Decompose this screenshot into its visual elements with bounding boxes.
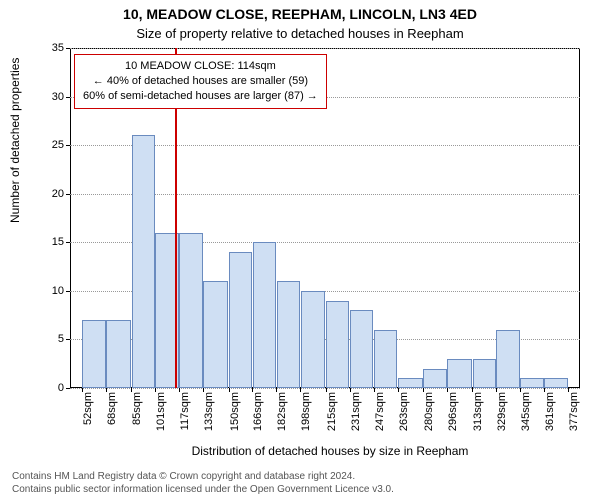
histogram-bar: [398, 378, 423, 388]
x-tick-label: 263sqm: [398, 392, 410, 431]
annotation-line: 60% of semi-detached houses are larger (…: [83, 89, 318, 104]
x-tick-label: 52sqm: [82, 392, 94, 425]
x-tick-label: 345sqm: [520, 392, 532, 431]
y-tick-label: 25: [52, 139, 64, 151]
histogram-bar: [82, 320, 105, 388]
footnote-line1: Contains HM Land Registry data © Crown c…: [12, 470, 590, 483]
x-tick-label: 296sqm: [447, 392, 459, 431]
x-tick-label: 215sqm: [326, 392, 338, 431]
y-tick-label: 10: [52, 285, 64, 297]
chart-container: 10, MEADOW CLOSE, REEPHAM, LINCOLN, LN3 …: [0, 0, 600, 500]
footnote-line2: Contains public sector information licen…: [12, 483, 590, 496]
y-tick-mark: [66, 242, 70, 243]
y-tick-mark: [66, 388, 70, 389]
y-tick-label: 15: [52, 236, 64, 248]
histogram-bar: [326, 301, 349, 388]
chart-subtitle: Size of property relative to detached ho…: [0, 26, 600, 41]
histogram-bar: [132, 135, 155, 388]
y-tick-label: 35: [52, 42, 64, 54]
chart-title: 10, MEADOW CLOSE, REEPHAM, LINCOLN, LN3 …: [0, 6, 600, 22]
x-tick-label: 166sqm: [252, 392, 264, 431]
histogram-bar: [277, 281, 300, 388]
annotation-line: ← 40% of detached houses are smaller (59…: [83, 74, 318, 89]
y-tick-label: 20: [52, 188, 64, 200]
x-tick-label: 247sqm: [374, 392, 386, 431]
histogram-bar: [301, 291, 326, 388]
x-tick-label: 231sqm: [350, 392, 362, 431]
x-tick-label: 101sqm: [155, 392, 167, 431]
x-tick-label: 313sqm: [472, 392, 484, 431]
histogram-bar: [203, 281, 228, 388]
histogram-bar: [253, 242, 276, 388]
x-tick-label: 280sqm: [423, 392, 435, 431]
x-tick-label: 361sqm: [544, 392, 556, 431]
x-tick-label: 68sqm: [106, 392, 118, 425]
histogram-bar: [374, 330, 397, 388]
x-tick-label: 117sqm: [179, 392, 191, 430]
histogram-bar: [520, 378, 543, 388]
footnote: Contains HM Land Registry data © Crown c…: [12, 470, 590, 496]
histogram-bar: [423, 369, 446, 388]
y-tick-mark: [66, 194, 70, 195]
x-tick-label: 85sqm: [131, 392, 143, 425]
x-tick-label: 198sqm: [300, 392, 312, 431]
histogram-bar: [447, 359, 472, 388]
x-tick-label: 182sqm: [276, 392, 288, 431]
histogram-bar: [229, 252, 252, 388]
y-tick-label: 5: [58, 333, 64, 345]
histogram-bar: [350, 310, 373, 388]
y-tick-mark: [66, 339, 70, 340]
x-axis-label: Distribution of detached houses by size …: [70, 444, 590, 458]
y-tick-mark: [66, 97, 70, 98]
histogram-bar: [179, 233, 202, 388]
histogram-bar: [544, 378, 567, 388]
x-tick-label: 133sqm: [203, 392, 215, 431]
y-tick-mark: [66, 48, 70, 49]
annotation-line: 10 MEADOW CLOSE: 114sqm: [83, 59, 318, 74]
y-tick-mark: [66, 145, 70, 146]
y-axis-label: Number of detached properties: [8, 58, 22, 223]
histogram-bar: [496, 330, 519, 388]
y-tick-mark: [66, 291, 70, 292]
histogram-bar: [106, 320, 131, 388]
x-tick-label: 377sqm: [568, 392, 580, 431]
gridline: [70, 48, 580, 49]
x-tick-label: 150sqm: [229, 392, 241, 431]
y-tick-label: 0: [58, 382, 64, 394]
annotation-box: 10 MEADOW CLOSE: 114sqm← 40% of detached…: [74, 54, 327, 109]
plot-area: 0510152025303552sqm68sqm85sqm101sqm117sq…: [70, 48, 580, 388]
x-tick-label: 329sqm: [496, 392, 508, 431]
y-tick-label: 30: [52, 91, 64, 103]
histogram-bar: [473, 359, 496, 388]
